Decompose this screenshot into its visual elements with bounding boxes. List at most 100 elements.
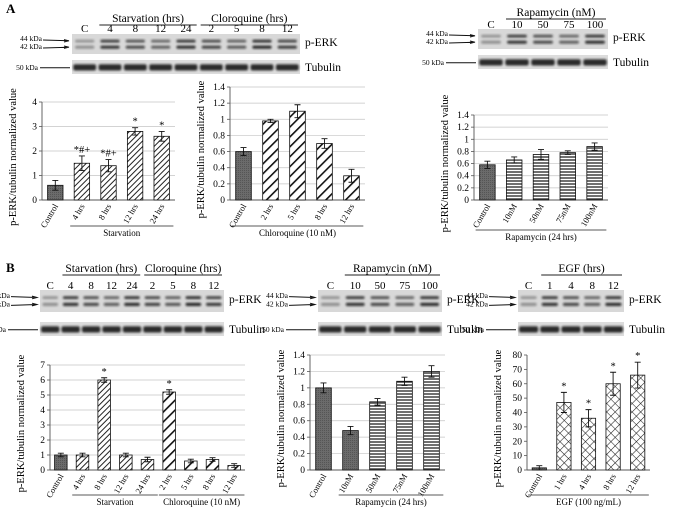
tubulin-label: Tubulin (229, 324, 265, 336)
perk-band-42 (507, 40, 527, 44)
bar (262, 120, 279, 201)
tubulin-band (102, 326, 121, 333)
blot-lane-label: 24 (127, 280, 139, 292)
blot-lane-label: 10 (512, 19, 524, 31)
bar (97, 379, 111, 471)
y-tick-label: 1 (220, 115, 225, 125)
perk-band-42 (252, 45, 272, 49)
perk-band-42 (176, 45, 196, 49)
y-axis-label: p-ERK/tubulin normalized value (440, 94, 451, 232)
perk-strip (72, 34, 300, 54)
bar (605, 383, 621, 471)
x-tick-label: 75nM (390, 472, 409, 495)
error-bar (240, 147, 247, 157)
y-tick-label: 3 (32, 123, 37, 133)
perk-band-42 (75, 45, 95, 49)
error-bar (231, 463, 238, 468)
perk-band-44 (165, 296, 181, 300)
kda-42-label: 42 kDa (266, 299, 289, 308)
x-tick-label: 100nM (415, 472, 436, 499)
tubulin-band (98, 64, 122, 71)
y-tick-label: 1.2 (293, 367, 305, 377)
kda-44-arrow (42, 39, 70, 43)
perk-band-42 (562, 302, 580, 306)
bar (423, 371, 440, 471)
tubulin-band (199, 64, 223, 71)
significance-mark: * (635, 351, 640, 362)
error-bar (484, 160, 491, 169)
x-group-label: Chloroquine (10 nM) (259, 228, 336, 238)
perk-strip (478, 29, 608, 49)
blot-lane-label: 50 (375, 280, 387, 292)
tubulin-band (184, 326, 203, 333)
y-tick-label: 1.2 (213, 99, 225, 109)
kda-44-label: 44 kDa (266, 291, 289, 300)
x-tick-label: 12 hrs (111, 472, 130, 495)
blot-lane-label: 8 (133, 23, 139, 35)
blot-lane-label: 4 (568, 280, 574, 292)
error-bar (78, 155, 85, 172)
y-tick-label: 3 (40, 421, 45, 431)
y-tick-label: 1 (40, 451, 45, 461)
perk-band-42 (541, 302, 558, 306)
x-tick-label: 2 hrs (258, 202, 275, 222)
error-bar (52, 179, 59, 191)
perk-band-44 (541, 296, 558, 300)
y-axis-label: p-ERK/tubulin normalized value (493, 349, 504, 487)
kda-50-label: 50 kDa (462, 325, 485, 334)
tubulin-label: Tubulin (305, 62, 341, 74)
blot-lane-label: 1 (547, 280, 553, 292)
blot-lane-label: 10 (350, 280, 362, 292)
error-bar (347, 426, 354, 436)
error-bar (132, 127, 139, 136)
perk-label: p-ERK (447, 294, 480, 306)
tubulin-label: Tubulin (629, 324, 665, 336)
blot-lane-label: 12 (608, 280, 619, 292)
y-tick-label: 7 (40, 361, 45, 371)
kda-50-label: 50 kDa (262, 325, 285, 334)
perk-band-44 (533, 34, 553, 38)
x-group-label: Rapamycin (24 hrs) (355, 497, 426, 507)
blot-lane-label: C (81, 23, 88, 35)
perk-band-42 (370, 302, 390, 306)
perk-band-44 (520, 296, 537, 300)
y-tick-label: 0.8 (457, 147, 469, 157)
bar (369, 401, 386, 471)
y-tick-label: 1.4 (293, 351, 305, 361)
significance-mark: *#+ (74, 145, 91, 156)
y-tick-label: 0.4 (213, 164, 225, 174)
tubulin-band (479, 59, 503, 66)
kda-44-arrow (10, 295, 39, 300)
kda-42-label: 42 kDa (0, 299, 11, 308)
kda-42-label: 42 kDa (20, 42, 43, 51)
blot-lane-label: C (47, 280, 54, 292)
error-bar (401, 376, 408, 386)
perk-band-42 (100, 45, 120, 49)
perk-band-42 (559, 40, 579, 44)
y-tick-label: 2 (40, 436, 45, 446)
error-bar (320, 382, 327, 394)
tubulin-band (174, 64, 198, 71)
y-tick-label: 70 (513, 365, 523, 375)
tubulin-band (519, 326, 539, 333)
x-tick-label: 12 hrs (121, 202, 140, 225)
perk-band-44 (395, 296, 415, 300)
y-tick-label: 0.8 (293, 400, 305, 410)
perk-band-42 (520, 302, 537, 306)
perk-band-42 (277, 45, 297, 49)
y-tick-label: 0 (517, 466, 522, 476)
significance-mark: * (159, 120, 164, 131)
blot-lane-label: 50 (538, 19, 550, 31)
blot-lane-label: 4 (68, 280, 74, 292)
x-tick-label: 100nM (578, 202, 599, 229)
perk-band-42 (206, 302, 222, 306)
x-tick-label: 12 hrs (337, 202, 356, 225)
y-tick-label: 4 (40, 406, 45, 416)
y-tick-label: 0.2 (213, 180, 225, 190)
y-tick-label: 0.2 (293, 450, 305, 460)
perk-band-42 (201, 45, 221, 49)
error-bar (79, 452, 86, 458)
y-tick-label: 0.6 (293, 417, 305, 427)
x-tick-label: 8 hrs (92, 472, 109, 492)
